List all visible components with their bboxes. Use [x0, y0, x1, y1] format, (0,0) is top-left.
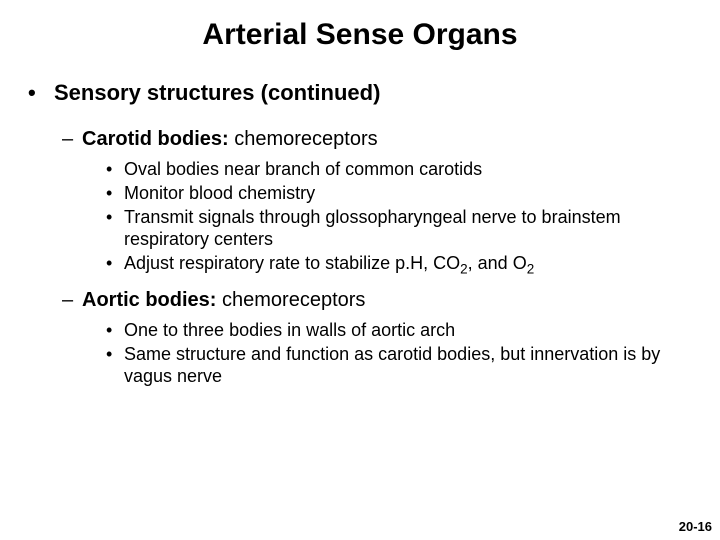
- level3-text: Transmit signals through glossopharyngea…: [124, 207, 696, 251]
- bullet-icon: •: [106, 344, 124, 388]
- bullet-icon: •: [106, 159, 124, 181]
- level2-item: – Aortic bodies: chemoreceptors: [62, 289, 696, 312]
- level2-rest: chemoreceptors: [229, 128, 378, 150]
- level3-text: One to three bodies in walls of aortic a…: [124, 320, 455, 342]
- dash-icon: –: [62, 128, 82, 151]
- level3-item: • Adjust respiratory rate to stabilize p…: [106, 253, 696, 275]
- level3-item: • Monitor blood chemistry: [106, 183, 696, 205]
- level3-item: • One to three bodies in walls of aortic…: [106, 320, 696, 342]
- level3-text: Monitor blood chemistry: [124, 183, 315, 205]
- level3-item: • Oval bodies near branch of common caro…: [106, 159, 696, 181]
- level2-bold: Carotid bodies:: [82, 128, 229, 150]
- level2-text: Aortic bodies: chemoreceptors: [82, 289, 365, 312]
- level3-text: Same structure and function as carotid b…: [124, 344, 696, 388]
- bullet-icon: •: [106, 207, 124, 251]
- level1-text: Sensory structures (continued): [54, 80, 380, 106]
- bullet-icon: •: [106, 320, 124, 342]
- bullet-icon: •: [106, 183, 124, 205]
- level3-item: • Same structure and function as carotid…: [106, 344, 696, 388]
- dash-icon: –: [62, 289, 82, 312]
- bullet-icon: •: [28, 80, 54, 106]
- level2-item: – Carotid bodies: chemoreceptors: [62, 128, 696, 151]
- level2-rest: chemoreceptors: [216, 289, 365, 311]
- level1-item: • Sensory structures (continued): [28, 80, 696, 106]
- slide-title: Arterial Sense Organs: [24, 18, 696, 52]
- page-number: 20-16: [679, 519, 712, 534]
- level3-text: Adjust respiratory rate to stabilize p.H…: [124, 253, 534, 275]
- bullet-icon: •: [106, 253, 124, 275]
- level3-text: Oval bodies near branch of common caroti…: [124, 159, 482, 181]
- level3-item: • Transmit signals through glossopharyng…: [106, 207, 696, 251]
- level2-bold: Aortic bodies:: [82, 289, 216, 311]
- spacer: [24, 277, 696, 289]
- level2-text: Carotid bodies: chemoreceptors: [82, 128, 378, 151]
- slide-container: Arterial Sense Organs • Sensory structur…: [0, 0, 720, 388]
